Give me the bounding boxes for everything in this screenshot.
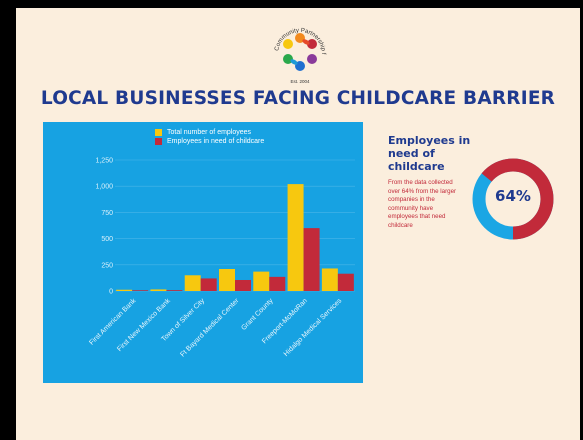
bar-chart: 0 250 500 750 1,000 1,250 First American Bank F… bbox=[43, 122, 363, 383]
donut-chart: 64% bbox=[469, 155, 557, 243]
bar-need bbox=[200, 278, 217, 291]
donut-value-arc bbox=[472, 158, 554, 240]
legend-swatch-total bbox=[155, 129, 162, 136]
y-tick-label: 1,000 bbox=[95, 184, 113, 191]
bar-need bbox=[337, 273, 354, 291]
bar-total bbox=[219, 268, 235, 291]
bar-total bbox=[150, 289, 167, 291]
x-tick-label: Hidalgo Medical Services bbox=[283, 297, 344, 358]
bar-need bbox=[132, 290, 149, 291]
x-tick-label: Grant County bbox=[240, 297, 275, 332]
legend-item-total: Total number of employees bbox=[155, 129, 251, 136]
side-heading: Employees in need of childcare bbox=[388, 134, 471, 173]
bar-total bbox=[253, 271, 270, 291]
y-tick-label: 500 bbox=[101, 236, 113, 243]
legend-swatch-need bbox=[155, 138, 162, 145]
y-tick-label: 250 bbox=[101, 262, 113, 269]
page-title: LOCAL BUSINESSES FACING CHILDCARE BARRIE… bbox=[40, 88, 556, 109]
bar-total bbox=[287, 184, 304, 291]
logo-est: Est. 2004 bbox=[290, 79, 310, 84]
logo-graphic: Community Partnership for Children Est. … bbox=[264, 16, 326, 84]
bar-need bbox=[269, 276, 286, 291]
side-description: From the data collected over 64% from th… bbox=[388, 179, 457, 229]
bar-need bbox=[303, 228, 320, 291]
legend-label-total: Total number of employees bbox=[167, 129, 252, 136]
bar-need bbox=[166, 290, 183, 291]
bar-need bbox=[235, 279, 251, 291]
infographic-slide: Community Partnership for Children Est. … bbox=[16, 8, 580, 440]
logo: Community Partnership for Children Est. … bbox=[264, 16, 336, 88]
bar-total bbox=[116, 289, 133, 291]
bar-total bbox=[321, 268, 338, 291]
legend-item-need: Employees in need of childcare bbox=[155, 138, 264, 145]
y-tick-label: 750 bbox=[101, 210, 113, 217]
legend-label-need: Employees in need of childcare bbox=[167, 138, 265, 145]
x-tick-label: Ft Bayard Medical Center bbox=[179, 297, 241, 359]
y-tick-label: 1,250 bbox=[95, 158, 113, 165]
bar-total bbox=[184, 275, 201, 291]
donut-value: 64% bbox=[495, 187, 531, 205]
y-tick-label: 0 bbox=[109, 289, 113, 296]
donut-graphic bbox=[472, 158, 554, 240]
